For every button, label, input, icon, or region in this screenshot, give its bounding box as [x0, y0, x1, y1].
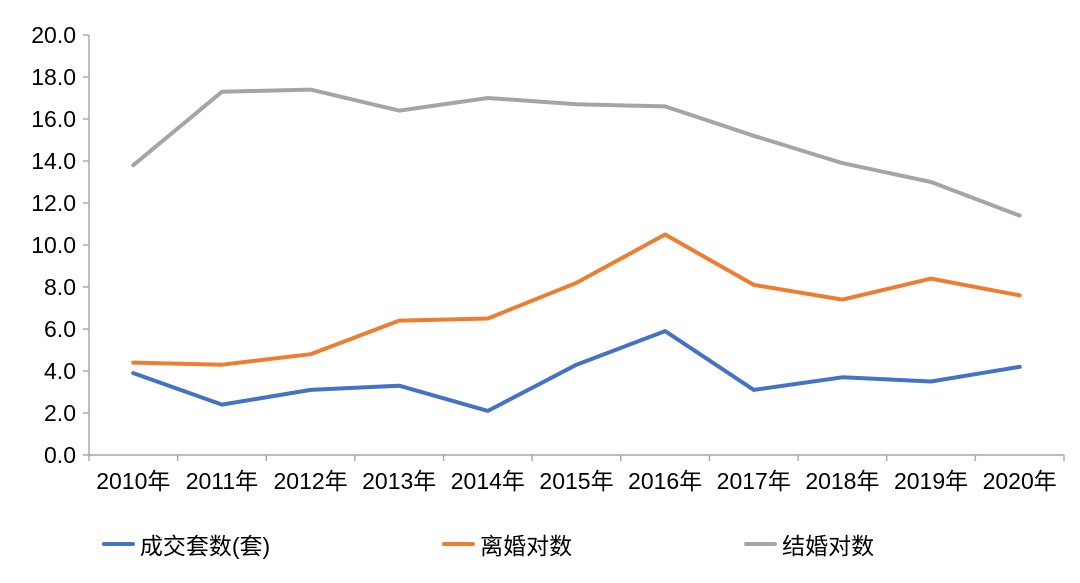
legend-item-transactions: 成交套数(套) [101, 527, 271, 561]
y-axis-tick-label: 16.0 [31, 106, 76, 132]
y-axis-tick-label: 4.0 [44, 358, 76, 384]
y-axis-tick-label: 18.0 [31, 64, 76, 90]
x-axis-tick-label: 2017年 [717, 468, 791, 494]
y-axis-tick-label: 12.0 [31, 190, 76, 216]
chart-legend: 成交套数(套) 离婚对数 结婚对数 [0, 527, 1028, 561]
series-line-0 [131, 329, 1022, 413]
legend-item-divorces: 离婚对数 [442, 527, 572, 561]
y-axis-tick-label: 6.0 [44, 316, 76, 342]
x-axis-tick-label: 2014年 [451, 468, 525, 494]
x-axis-tick-label: 2015年 [539, 468, 613, 494]
y-axis-tick-label: 2.0 [44, 400, 76, 426]
legend-label-marriages: 结婚对数 [782, 533, 875, 559]
legend-swatch-transactions [101, 541, 135, 547]
y-axis-tick-label: 14.0 [31, 148, 76, 174]
y-axis-tick-label: 10.0 [31, 232, 76, 258]
series-line-1 [131, 232, 1022, 367]
x-axis-tick-label: 2013年 [362, 468, 436, 494]
y-axis-tick-label: 20.0 [31, 22, 76, 48]
x-axis-tick-label: 2012年 [274, 468, 348, 494]
legend-swatch-divorces [442, 541, 476, 547]
legend-swatch-marriages [744, 541, 778, 547]
x-axis-tick-label: 2019年 [894, 468, 968, 494]
legend-label-divorces: 离婚对数 [480, 533, 573, 559]
y-axis-tick-label: 8.0 [44, 274, 76, 300]
chart-plot-area: 0.0 2.0 4.0 6.0 8.0 10.0 12.0 14.0 16.0 18.0 20.0 2… [31, 22, 1065, 494]
x-axis-tick-label: 2018年 [805, 468, 879, 494]
legend-item-marriages: 结婚对数 [744, 527, 874, 561]
x-axis-tick-label: 2016年 [628, 468, 702, 494]
y-axis-tick-label: 0.0 [44, 442, 76, 468]
x-axis-tick-label: 2011年 [186, 468, 258, 494]
series-line-2 [131, 87, 1022, 218]
x-axis-tick-label: 2020年 [983, 468, 1057, 494]
legend-label-transactions: 成交套数(套) [139, 533, 271, 559]
x-axis-tick-label: 2010年 [96, 468, 170, 494]
